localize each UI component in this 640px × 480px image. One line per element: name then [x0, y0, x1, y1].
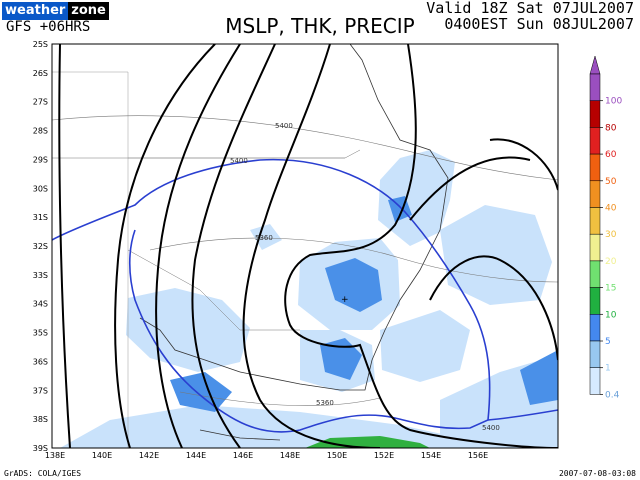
valid-time-line-2: 0400EST Sun 08JUL2007 [444, 15, 634, 33]
legend-label: 30 [605, 230, 617, 240]
longitude-label: 150E [327, 451, 347, 460]
legend-swatch [589, 260, 601, 288]
legend-swatch [589, 233, 601, 262]
longitude-label: 148E [280, 451, 300, 460]
latitude-label: 33S [33, 271, 48, 280]
precip-area-west [126, 288, 250, 372]
latitude-label: 35S [33, 329, 48, 338]
low-centre-marker: + [341, 295, 349, 305]
tasmania-north [199, 429, 281, 441]
thickness-contours-thin [52, 115, 558, 406]
latitude-label: 39S [33, 444, 48, 453]
map-frame [51, 43, 559, 449]
precip-core-central [325, 258, 382, 312]
latitude-label: 32S [33, 242, 48, 251]
legend-swatch [589, 100, 601, 128]
longitude-label: 146E [233, 451, 253, 460]
latitude-labels: 25S 26S 27S 28S 29S 30S 31S 32S 33S 34S 35S 36S 37S 3… [33, 40, 48, 453]
precip-area-southeast [380, 310, 470, 382]
latitude-label: 31S [33, 213, 48, 222]
model-run-label: GFS +06HRS [6, 19, 91, 35]
latitude-label: 25S [33, 40, 48, 49]
legend-label: 100 [605, 97, 622, 107]
latitude-label: 38S [33, 415, 48, 424]
precip-area-small [250, 224, 282, 250]
longitude-label: 138E [45, 451, 65, 460]
latitude-label: 37S [33, 386, 48, 395]
longitude-label: 140E [92, 451, 112, 460]
legend-label: 5 [605, 337, 611, 347]
map-title: MSLP, THK, PRECIP [225, 14, 415, 38]
latitude-label: 30S [33, 184, 48, 193]
longitude-label: 152E [374, 451, 394, 460]
precip-core-east [520, 350, 558, 405]
precip-core-sw [170, 372, 232, 412]
longitude-label: 144E [186, 451, 206, 460]
weatherzone-logo: weather zone [2, 2, 109, 20]
coastlines [52, 44, 449, 441]
legend-label: 10 [605, 310, 617, 320]
state-border-1 [52, 149, 361, 159]
thickness-label-4: 5360 [316, 399, 334, 407]
legend-label: 15 [605, 284, 616, 294]
thickness-label-2: 5400 [230, 157, 248, 165]
thickness-label-1: 5400 [275, 122, 293, 130]
legend-label: 40 [605, 204, 617, 214]
latitude-label: 34S [33, 300, 48, 309]
south-coast [139, 317, 241, 373]
thickness-5400-east [487, 409, 558, 421]
thickness-label-5: 5400 [482, 424, 500, 432]
thickness-labels: 5400 5400 5360 5360 5400 [230, 122, 500, 432]
valid-time-line-1: Valid 18Z Sat 07JUL2007 [426, 0, 634, 17]
longitude-label: 154E [421, 451, 441, 460]
logo-weather-text: weather [2, 2, 69, 20]
latitude-label: 29S [33, 155, 48, 164]
longitude-label: 142E [139, 451, 159, 460]
map-area: + [52, 44, 558, 448]
generation-timestamp: 2007-07-08-03:08 [558, 469, 636, 478]
legend-label: 60 [605, 150, 617, 160]
thickness-5400-contour [52, 158, 491, 433]
longitude-label: 156E [468, 451, 488, 460]
legend-swatch [589, 153, 601, 182]
precip-legend: 100 80 60 50 40 30 20 15 10 5 1 0.4 [589, 55, 622, 400]
logo-zone-text: zone [68, 2, 109, 20]
legend-swatch [589, 207, 601, 235]
legend-label: 0.4 [605, 390, 620, 400]
legend-swatch [589, 127, 601, 155]
precip-moderate [170, 196, 558, 412]
legend-swatch [589, 73, 601, 101]
legend-swatch [589, 340, 601, 368]
legend-label: 80 [605, 123, 617, 133]
latitude-label: 28S [33, 127, 48, 136]
legend-label: 50 [605, 177, 617, 187]
legend-label: 20 [605, 257, 617, 267]
source-credit: GrADS: COLA/IGES [4, 469, 82, 478]
legend-swatch [589, 287, 601, 315]
legend-swatch [589, 180, 601, 208]
east-coast [239, 44, 449, 391]
longitude-labels: 138E 140E 142E 144E 146E 148E 150E 152E 154E 156E [45, 451, 488, 460]
thickness-label-3: 5360 [255, 234, 273, 242]
latitude-label: 26S [33, 69, 48, 78]
legend-arrow [589, 55, 601, 75]
legend-swatch [589, 367, 601, 395]
mslp-isobars [58, 44, 558, 448]
latitude-label: 36S [33, 357, 48, 366]
latitude-label: 27S [33, 98, 48, 107]
legend-swatch [589, 314, 601, 342]
state-border-2 [127, 249, 300, 331]
precip-area-east [440, 205, 552, 305]
valid-time: Valid 18Z Sat 07JUL2007 0400EST Sun 08JU… [426, 0, 634, 32]
legend-label: 1 [605, 364, 611, 374]
precip-core-south [320, 338, 362, 380]
